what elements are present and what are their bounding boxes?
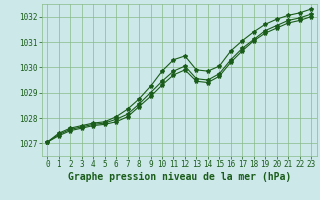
X-axis label: Graphe pression niveau de la mer (hPa): Graphe pression niveau de la mer (hPa) [68, 172, 291, 182]
